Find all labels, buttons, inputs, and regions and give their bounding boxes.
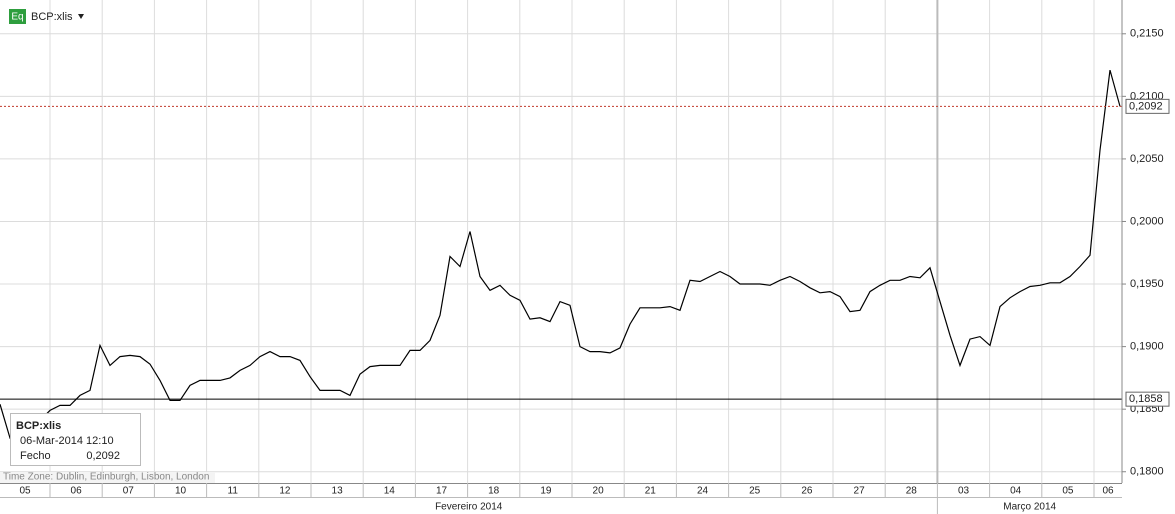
x-tick-label: 10 (175, 486, 187, 497)
header-icon (9, 9, 26, 24)
x-tick-label: 07 (123, 486, 135, 497)
time-zone-bg (0, 472, 215, 483)
x-tick-label: 05 (19, 486, 31, 497)
header-symbol[interactable]: BCP:xlis (31, 11, 73, 23)
x-tick-label: 06 (71, 486, 83, 497)
y-axis: 0,18000,18500,19000,19500,20000,20500,21… (1122, 28, 1170, 478)
y-tick-label: 0,1950 (1130, 278, 1164, 290)
y-tick-label: 0,1900 (1130, 341, 1164, 353)
x-tick-label: 19 (540, 486, 552, 497)
x-tick-label: 27 (854, 486, 866, 497)
x-tick-label: 05 (1062, 486, 1074, 497)
x-tick-label: 17 (436, 486, 448, 497)
marks (0, 69, 1122, 440)
time-zone: Time Zone: Dublin, Edinburgh, Lisbon, Lo… (3, 472, 209, 483)
x-axis-area (0, 483, 1175, 514)
tooltip-value: 0,2092 (86, 450, 120, 462)
tooltip-box (10, 413, 141, 466)
reference-line-label-box (1125, 391, 1170, 407)
x-tick-label: 12 (279, 486, 291, 497)
x-tick-label: 26 (801, 486, 813, 497)
y-tick-label: 0,2150 (1130, 28, 1164, 40)
header-icon-text: Eq (11, 12, 23, 23)
x-tick-label: 28 (906, 486, 918, 497)
price-line-label-box (1125, 98, 1170, 114)
y-tick-label: 0,2000 (1130, 215, 1164, 227)
y-tick-label: 0,1800 (1130, 466, 1164, 478)
x-tick-label: 14 (384, 486, 396, 497)
tooltip-field: Fecho (20, 450, 51, 462)
month-label: Fevereiro 2014 (435, 502, 503, 513)
tooltip-symbol: BCP:xlis (16, 420, 61, 432)
x-tick-label: 11 (228, 486, 239, 497)
price-line (0, 69, 1121, 440)
x-axis: 05 06 07 10 11 12 13 14 17 18 19 20 21 24 25 26 27 28 03 04… (19, 483, 1114, 514)
x-tick-label: 04 (1010, 486, 1022, 497)
reference-line-label: 0,1858 (1129, 393, 1163, 405)
y-tick-label: 0,2050 (1130, 153, 1164, 165)
x-tick-label: 21 (645, 486, 657, 497)
price-line-label: 0,2092 (1129, 100, 1163, 112)
plot-area (0, 0, 1122, 483)
x-tick-label: 13 (332, 486, 344, 497)
x-tick-label: 03 (958, 486, 970, 497)
tooltip-datetime: 06-Mar-2014 12:10 (20, 435, 114, 447)
header[interactable]: Eq BCP:xlis (9, 9, 84, 24)
x-tick-label: 24 (697, 486, 709, 497)
x-tick-label: 20 (593, 486, 605, 497)
grid (0, 0, 1122, 483)
tooltip: BCP:xlis 06-Mar-2014 12:10 Fecho 0,2092 (10, 413, 141, 466)
x-tick-label: 06 (1102, 486, 1114, 497)
month-label: Março 2014 (1003, 502, 1056, 513)
header-dropdown[interactable] (78, 14, 84, 19)
x-tick-label: 25 (749, 486, 761, 497)
x-tick-label: 18 (488, 486, 500, 497)
